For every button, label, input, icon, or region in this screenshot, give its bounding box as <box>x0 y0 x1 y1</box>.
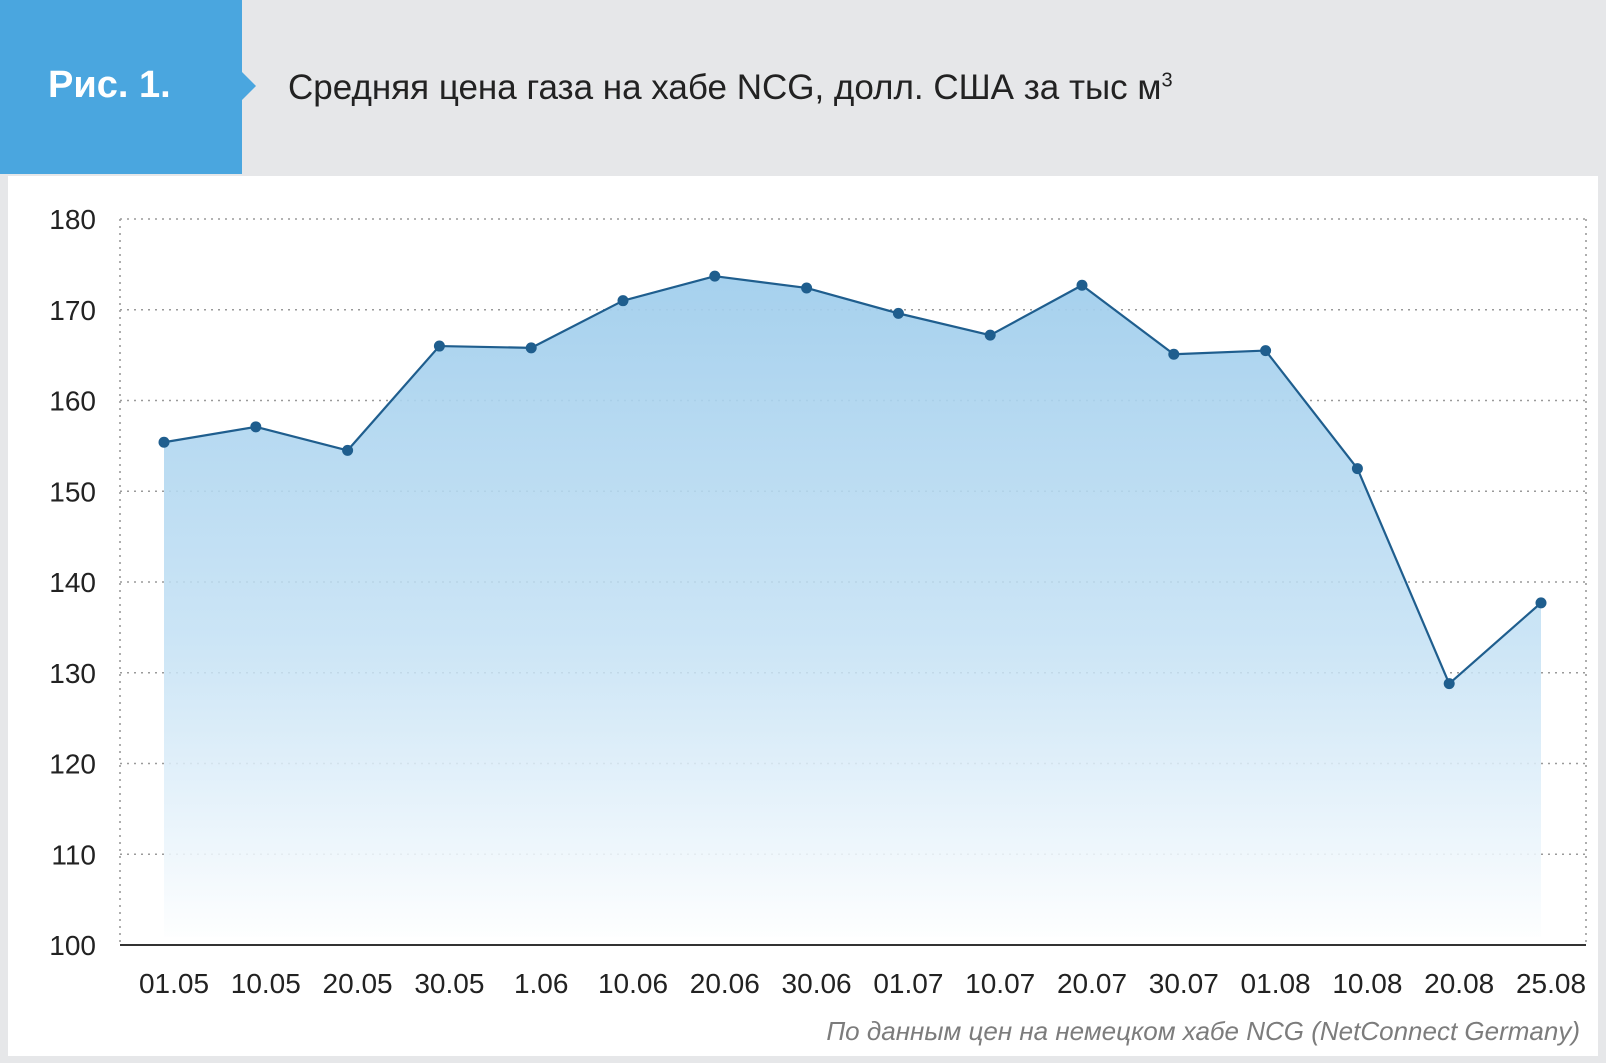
data-point-30.07 <box>1168 348 1180 360</box>
x-tick-label-10.08: 10.08 <box>1332 968 1402 999</box>
x-tick-label-10.05: 10.05 <box>231 968 301 999</box>
y-tick-label-140: 140 <box>49 567 96 598</box>
source-note: По данным цен на немецком хабе NCG (NetC… <box>826 1016 1580 1046</box>
x-tick-label-01.08: 01.08 <box>1241 968 1311 999</box>
figure-label-badge: Рис. 1. <box>0 0 260 174</box>
area-fill <box>164 276 1541 937</box>
data-point-20.06 <box>709 270 721 282</box>
y-tick-label-160: 160 <box>49 386 96 417</box>
y-tick-label-100: 100 <box>49 930 96 961</box>
x-tick-label-20.06: 20.06 <box>690 968 760 999</box>
data-point-1.06 <box>525 342 537 354</box>
data-point-10.05 <box>250 421 262 433</box>
x-tick-label-30.05: 30.05 <box>414 968 484 999</box>
chart-title-superscript: 3 <box>1161 69 1173 92</box>
y-tick-label-180: 180 <box>49 204 96 235</box>
y-tick-label-170: 170 <box>49 295 96 326</box>
x-tick-label-20.08: 20.08 <box>1424 968 1494 999</box>
x-tick-labels: 01.05 10.05 20.05 30.05 1.06 10.06 20.06 30.06 0… <box>139 968 1586 999</box>
data-point-20.05 <box>342 444 354 456</box>
data-point-10.07 <box>984 329 996 341</box>
grid-lines <box>119 218 1587 945</box>
series-line <box>163 275 1542 685</box>
y-tick-labels: 100 110 120 130 140 150 160 170 180 <box>49 204 96 961</box>
y-tick-label-130: 130 <box>49 658 96 689</box>
x-tick-label-1.06: 1.06 <box>514 968 569 999</box>
figure-header: Рис. 1. Средняя цена газа на хабе NCG, д… <box>0 0 1606 174</box>
data-point-10.08 <box>1351 463 1363 475</box>
data-point-20.07 <box>1076 279 1088 291</box>
figure-label-shape <box>0 0 256 174</box>
x-tick-label-01.05: 01.05 <box>139 968 209 999</box>
x-tick-label-20.07: 20.07 <box>1057 968 1127 999</box>
x-tick-label-25.08: 25.08 <box>1516 968 1586 999</box>
data-point-30.06 <box>801 282 813 294</box>
data-point-30.05 <box>433 340 445 352</box>
figure-label: Рис. 1. <box>48 64 171 106</box>
x-tick-label-30.06: 30.06 <box>782 968 852 999</box>
data-point-10.06 <box>617 295 629 307</box>
chart-title-text: Средняя цена газа на хабе NCG, долл. США… <box>288 68 1162 107</box>
x-tick-label-20.05: 20.05 <box>323 968 393 999</box>
x-tick-label-10.06: 10.06 <box>598 968 668 999</box>
y-tick-label-150: 150 <box>49 476 96 507</box>
data-point-01.07 <box>892 307 904 319</box>
data-point-25.08 <box>1535 597 1547 609</box>
y-tick-label-120: 120 <box>49 749 96 780</box>
area-path <box>164 276 1541 937</box>
data-point-01.05 <box>158 436 170 448</box>
data-point-01.08 <box>1260 345 1272 357</box>
y-tick-label-110: 110 <box>51 839 96 870</box>
chart-title: Средняя цена газа на хабе NCG, долл. США… <box>288 68 1173 108</box>
x-tick-label-01.07: 01.07 <box>873 968 943 999</box>
data-point-20.08 <box>1443 678 1455 690</box>
series-markers <box>158 270 1547 690</box>
x-tick-label-30.07: 30.07 <box>1149 968 1219 999</box>
series-polyline <box>163 275 1542 685</box>
x-tick-label-10.07: 10.07 <box>965 968 1035 999</box>
